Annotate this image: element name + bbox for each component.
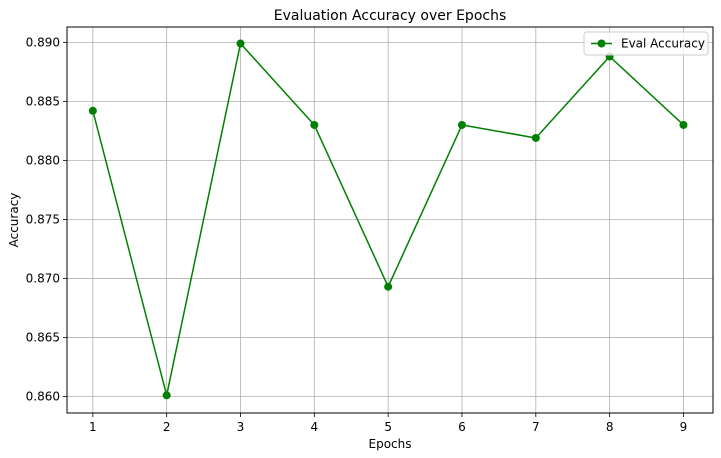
axis-ticks: 1 2 3 4 5 6 7 8 9 0.860 0.865 0.870 0.875 0.880 0.885 0… (26, 35, 688, 434)
data-point (162, 391, 171, 400)
legend-label: Eval Accuracy (621, 37, 705, 51)
x-tick-label: 4 (311, 420, 319, 434)
x-tick-label: 6 (458, 420, 466, 434)
y-tick-label: 0.885 (26, 94, 60, 108)
x-tick-label: 1 (89, 420, 97, 434)
y-tick-label: 0.860 (26, 389, 60, 403)
data-point (310, 120, 319, 129)
x-axis-label: Epochs (369, 437, 412, 451)
y-tick-label: 0.870 (26, 271, 60, 285)
data-point (236, 39, 245, 48)
y-tick-label: 0.880 (26, 153, 60, 167)
y-tick-label: 0.875 (26, 212, 60, 226)
legend-box (583, 31, 709, 56)
legend-marker-icon (597, 39, 606, 48)
x-tick-label: 9 (680, 420, 688, 434)
x-tick-label: 8 (606, 420, 614, 434)
data-point (384, 282, 393, 291)
y-tick-label: 0.890 (26, 35, 60, 49)
y-tick-label: 0.865 (26, 330, 60, 344)
grid (67, 27, 713, 413)
data-point (531, 133, 540, 142)
x-tick-label: 3 (237, 420, 245, 434)
data-point (88, 106, 97, 115)
x-tick-label: 5 (384, 420, 392, 434)
x-tick-label: 2 (163, 420, 171, 434)
data-point (457, 120, 466, 129)
chart-title: Evaluation Accuracy over Epochs (274, 8, 507, 24)
legend: Eval Accuracy (583, 31, 709, 56)
y-axis-label: Accuracy (7, 193, 21, 248)
data-point (679, 120, 688, 129)
plot-area (66, 26, 714, 414)
x-tick-label: 7 (532, 420, 540, 434)
